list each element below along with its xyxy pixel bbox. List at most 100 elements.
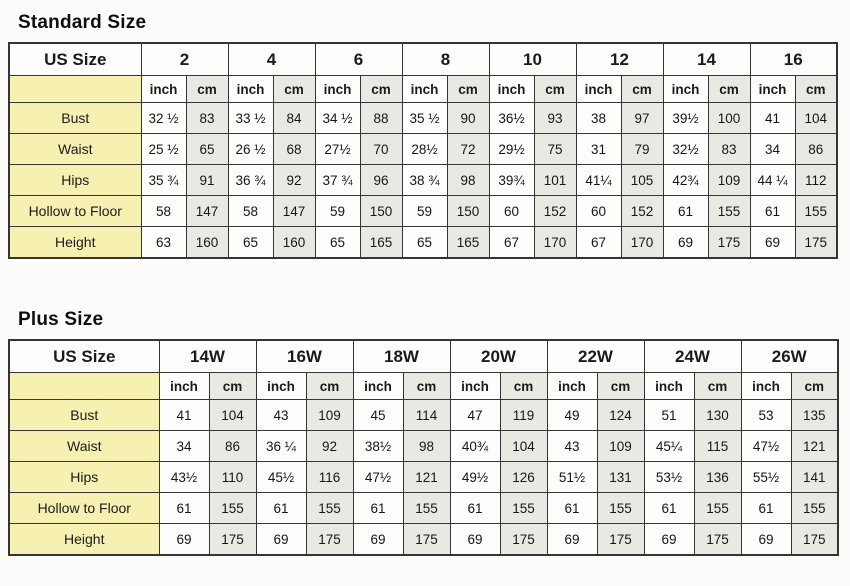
measurement-value-inch: 47½ [352, 461, 404, 494]
measurement-value-inch: 65 [401, 226, 448, 259]
unit-inch-cell: inch [352, 372, 404, 401]
measurement-value-inch: 59 [314, 195, 361, 228]
measurement-row: Height 63 160 65 160 65 165 65 165 67 170 67 170 69 17… [8, 226, 838, 259]
measurement-value-inch: 61 [255, 492, 307, 525]
size-header-cell: 4 [227, 42, 316, 77]
unit-inch-cell: inch [449, 372, 501, 401]
unit-cm-cell: cm [794, 75, 838, 104]
measurement-value-cm: 175 [305, 523, 354, 556]
measurement-row: Hips 43½ 110 45½ 116 47½ 121 49½ 126 51½ 131 53½ 136… [8, 461, 839, 494]
plus-size-title: Plus Size [18, 308, 104, 330]
measurement-value-cm: 119 [499, 399, 548, 432]
size-header-cell: 10 [488, 42, 577, 77]
measurement-value-cm: 131 [596, 461, 645, 494]
unit-cm-cell: cm [620, 75, 664, 104]
measurement-value-cm: 115 [693, 430, 742, 463]
row-label-cell: Waist [8, 133, 142, 166]
measurement-value-cm: 124 [596, 399, 645, 432]
size-header-cell: 2 [140, 42, 229, 77]
measurement-value-cm: 91 [185, 164, 229, 197]
measurement-value-inch: 36 ¼ [255, 430, 307, 463]
measurement-value-cm: 96 [359, 164, 403, 197]
blank-label-cell [8, 75, 142, 104]
size-header-row: US Size 14W 16W 18W 20W 22W 24W 26W [8, 339, 839, 374]
measurement-value-inch: 38 ¾ [401, 164, 448, 197]
measurement-value-cm: 83 [707, 133, 751, 166]
measurement-value-cm: 130 [693, 399, 742, 432]
measurement-value-inch: 32½ [662, 133, 709, 166]
measurement-value-cm: 97 [620, 102, 664, 135]
measurement-value-inch: 38 [575, 102, 622, 135]
measurement-value-inch: 60 [575, 195, 622, 228]
measurement-value-inch: 45¼ [643, 430, 695, 463]
measurement-value-inch: 58 [140, 195, 187, 228]
unit-inch-cell: inch [575, 75, 622, 104]
row-label-cell: Bust [8, 399, 160, 432]
standard-size-title: Standard Size [18, 12, 147, 33]
measurement-value-inch: 34 [749, 133, 796, 166]
measurement-value-cm: 147 [185, 195, 229, 228]
measurement-value-inch: 51 [643, 399, 695, 432]
measurement-value-cm: 68 [272, 133, 316, 166]
unit-inch-cell: inch [740, 372, 792, 401]
row-label-cell: Height [8, 226, 142, 259]
measurement-value-inch: 63 [140, 226, 187, 259]
size-header-cell: 24W [643, 339, 742, 374]
measurement-value-cm: 135 [790, 399, 839, 432]
unit-inch-cell: inch [158, 372, 210, 401]
measurement-value-inch: 45½ [255, 461, 307, 494]
measurement-value-cm: 98 [446, 164, 490, 197]
size-header-cell: 8 [401, 42, 490, 77]
unit-inch-cell: inch [255, 372, 307, 401]
measurement-value-cm: 175 [499, 523, 548, 556]
measurement-value-cm: 112 [794, 164, 838, 197]
measurement-value-inch: 69 [352, 523, 404, 556]
measurement-value-cm: 136 [693, 461, 742, 494]
measurement-value-inch: 53 [740, 399, 792, 432]
us-size-corner-cell: US Size [8, 339, 160, 374]
measurement-value-cm: 175 [794, 226, 838, 259]
measurement-value-cm: 101 [533, 164, 577, 197]
measurement-value-inch: 47½ [740, 430, 792, 463]
measurement-value-cm: 175 [693, 523, 742, 556]
standard-size-table: US Size 2 4 6 8 10 12 14 16 inch cm inch cm inch cm inc… [8, 41, 838, 259]
unit-inch-cell: inch [749, 75, 796, 104]
measurement-value-cm: 150 [446, 195, 490, 228]
measurement-value-inch: 55½ [740, 461, 792, 494]
measurement-value-inch: 44 ¼ [749, 164, 796, 197]
measurement-value-inch: 49½ [449, 461, 501, 494]
size-header-cell: 12 [575, 42, 664, 77]
measurement-value-inch: 45 [352, 399, 404, 432]
size-header-cell: 16W [255, 339, 354, 374]
unit-cm-cell: cm [693, 372, 742, 401]
measurement-value-inch: 65 [227, 226, 274, 259]
unit-cm-cell: cm [185, 75, 229, 104]
measurement-value-inch: 39½ [662, 102, 709, 135]
measurement-value-cm: 155 [305, 492, 354, 525]
unit-cm-cell: cm [402, 372, 451, 401]
size-header-row: US Size 2 4 6 8 10 12 14 16 [8, 42, 838, 77]
measurement-value-cm: 152 [533, 195, 577, 228]
unit-cm-cell: cm [446, 75, 490, 104]
measurement-value-cm: 155 [794, 195, 838, 228]
size-header-cell: 14W [158, 339, 257, 374]
measurement-value-inch: 69 [449, 523, 501, 556]
measurement-row: Bust 41 104 43 109 45 114 47 119 49 124 51 130 53 135 [8, 399, 839, 432]
measurement-value-inch: 69 [546, 523, 598, 556]
measurement-value-inch: 34 [158, 430, 210, 463]
measurement-value-cm: 147 [272, 195, 316, 228]
unit-inch-cell: inch [401, 75, 448, 104]
measurement-value-inch: 65 [314, 226, 361, 259]
row-label-cell: Hollow to Floor [8, 195, 142, 228]
unit-inch-cell: inch [643, 372, 695, 401]
measurement-value-inch: 61 [449, 492, 501, 525]
measurement-value-inch: 40¾ [449, 430, 501, 463]
measurement-value-inch: 38½ [352, 430, 404, 463]
plus-size-section: Plus Size US Size 14W 16W 18W 20W 22W 24W 26W in… [8, 308, 842, 556]
measurement-row: Height 69 175 69 175 69 175 69 175 69 175 69 175 69 17… [8, 523, 839, 556]
measurement-value-cm: 150 [359, 195, 403, 228]
measurement-value-cm: 155 [499, 492, 548, 525]
size-chart-page: Standard Size US Size 2 4 6 8 10 12 14 16 inch cm i… [8, 12, 842, 556]
measurement-value-cm: 155 [707, 195, 751, 228]
measurement-value-cm: 114 [402, 399, 451, 432]
